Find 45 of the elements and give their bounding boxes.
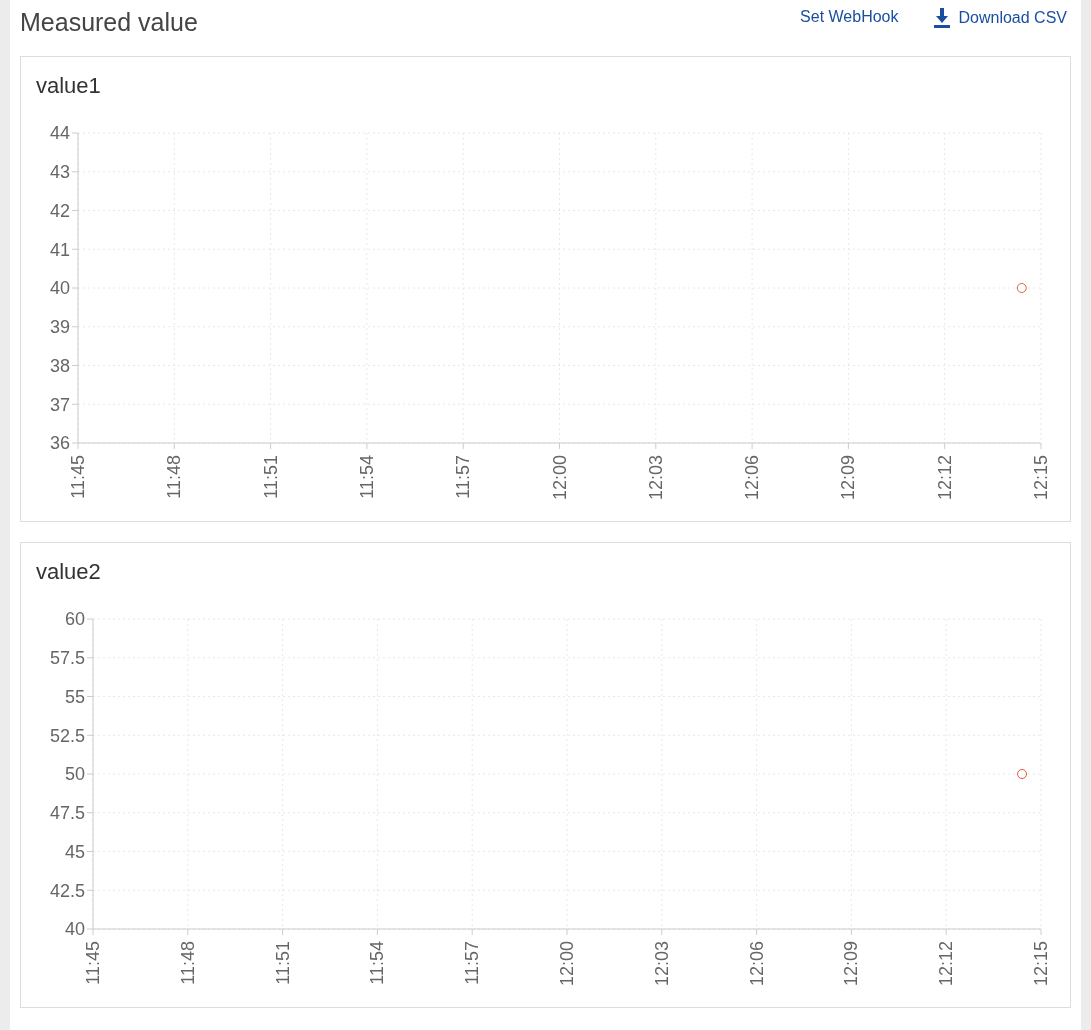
x-tick-label: 11:51: [272, 941, 293, 985]
y-tick-label: 50: [64, 764, 85, 785]
x-tick-label: 12:06: [746, 941, 767, 987]
x-tick-label: 11:51: [260, 455, 281, 499]
x-tick-label: 12:03: [651, 941, 672, 987]
x-tick-label: 12:15: [1031, 941, 1051, 987]
y-tick-label: 37: [49, 394, 70, 415]
y-tick-label: 55: [64, 686, 85, 707]
x-tick-label: 11:45: [83, 941, 103, 985]
y-tick-label: 57.5: [49, 648, 85, 669]
x-tick-label: 11:57: [453, 455, 474, 499]
x-tick-label: 12:00: [557, 941, 577, 987]
text: Set WebHook: [800, 8, 899, 27]
x-tick-label: 11:45: [68, 455, 88, 499]
chart-title: value1: [35, 72, 102, 100]
x-tick-label: 11:54: [356, 455, 377, 499]
x-tick-label: 12:09: [841, 941, 862, 987]
x-tick-label: 12:15: [1031, 455, 1051, 501]
x-tick-label: 12:09: [838, 455, 859, 501]
y-tick-label: 42: [49, 200, 70, 221]
y-tick-label: 42.5: [49, 880, 85, 901]
x-tick-label: 12:00: [549, 455, 570, 501]
chart-title: value2: [35, 558, 102, 586]
y-tick-label: 45: [64, 841, 85, 862]
x-tick-label: 11:54: [367, 941, 388, 985]
y-tick-label: 41: [49, 239, 70, 260]
x-tick-label: 11:48: [164, 455, 185, 499]
x-tick-label: 12:03: [645, 455, 666, 501]
y-tick-label: 40: [64, 919, 85, 940]
y-tick-label: 44: [49, 123, 70, 144]
x-tick-label: 12:06: [742, 455, 763, 501]
y-tick-label: 36: [49, 433, 70, 454]
y-tick-label: 43: [49, 162, 70, 183]
x-tick-label: 12:12: [934, 455, 955, 501]
y-tick-label: 60: [64, 609, 85, 630]
x-tick-label: 12:12: [936, 941, 957, 987]
y-tick-label: 38: [49, 355, 70, 376]
y-tick-label: 39: [49, 317, 70, 338]
y-tick-label: 52.5: [49, 725, 85, 746]
y-tick-label: 40: [49, 278, 70, 299]
x-tick-label: 11:57: [462, 941, 483, 985]
text: Measured value: [20, 8, 198, 37]
y-tick-label: 47.5: [49, 803, 85, 824]
text: Download CSV: [957, 8, 1067, 28]
x-tick-label: 11:48: [177, 941, 198, 985]
